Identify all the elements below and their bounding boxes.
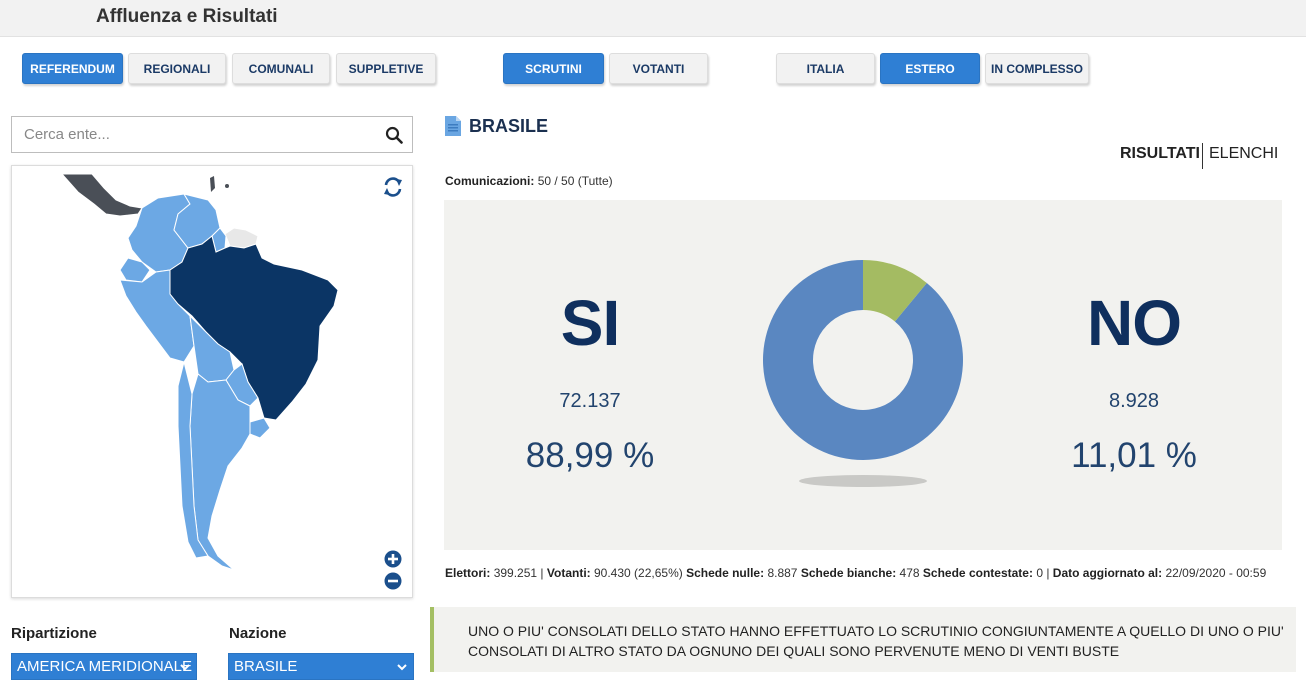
communications: Comunicazioni: 50 / 50 (Tutte) bbox=[445, 174, 613, 188]
map-panel bbox=[11, 165, 413, 598]
results-panel: SI 72.137 88,99 % NO 8.928 11,01 % bbox=[444, 200, 1282, 550]
search-input[interactable] bbox=[12, 117, 372, 152]
votanti-button[interactable]: VOTANTI bbox=[609, 53, 708, 84]
search-box bbox=[11, 116, 413, 153]
nazione-label: Nazione bbox=[229, 625, 287, 642]
refresh-icon[interactable] bbox=[382, 176, 404, 198]
elettori-label: Elettori: bbox=[445, 566, 491, 580]
ripartizione-select[interactable]: AMERICA MERIDIONALE bbox=[11, 653, 197, 680]
bianche-label: Schede bianche: bbox=[800, 566, 897, 580]
zoom-in-icon[interactable] bbox=[384, 550, 402, 568]
comunali-button[interactable]: COMUNALI bbox=[232, 53, 330, 84]
communications-value: 50 / 50 (Tutte) bbox=[537, 174, 613, 188]
place-title: BRASILE bbox=[469, 116, 549, 136]
votanti-label: Votanti: bbox=[546, 566, 591, 580]
no-votes: 8.928 bbox=[1108, 390, 1160, 412]
aggiornato-label: Dato aggiornato al: bbox=[1052, 566, 1163, 580]
regionali-button[interactable]: REGIONALI bbox=[128, 53, 226, 84]
contestate-value: 0 bbox=[1036, 566, 1043, 580]
communications-label: Comunicazioni: bbox=[445, 174, 535, 188]
search-icon[interactable] bbox=[385, 126, 403, 144]
zoom-out-icon[interactable] bbox=[384, 572, 402, 590]
italia-button[interactable]: ITALIA bbox=[776, 53, 875, 84]
document-icon bbox=[445, 116, 461, 136]
nazione-select[interactable]: BRASILE bbox=[228, 653, 414, 680]
in-complesso-button[interactable]: IN COMPLESSO bbox=[985, 53, 1089, 84]
tab-separator bbox=[1202, 143, 1203, 169]
donut-slice-si bbox=[763, 260, 963, 460]
consulate-note: UNO O PIU' CONSOLATI DELLO STATO HANNO E… bbox=[430, 607, 1296, 672]
elettori-value: 399.251 bbox=[493, 566, 538, 580]
page-title: Affluenza e Risultati bbox=[96, 6, 278, 27]
aggiornato-value: 22/09/2020 - 00:59 bbox=[1165, 566, 1267, 580]
si-votes: 72.137 bbox=[559, 390, 621, 412]
tab-elenchi[interactable]: ELENCHI bbox=[1209, 145, 1279, 162]
results-donut-chart bbox=[763, 260, 963, 487]
contestate-label: Schede contestate: bbox=[922, 566, 1033, 580]
donut-shadow bbox=[799, 475, 927, 487]
si-label: SI bbox=[560, 287, 620, 359]
page-header: Affluenza e Risultati bbox=[0, 0, 1306, 37]
south-america-map[interactable] bbox=[12, 166, 412, 597]
donut-slice-no bbox=[863, 260, 927, 322]
no-percent: 11,01 % bbox=[1071, 436, 1197, 475]
scrutini-button[interactable]: SCRUTINI bbox=[503, 53, 604, 84]
estero-button[interactable]: ESTERO bbox=[880, 53, 980, 84]
stats-line: Elettori: 399.251 | Votanti: 90.430 (22,… bbox=[445, 566, 1267, 580]
chevron-down-icon bbox=[397, 664, 407, 671]
bianche-value: 478 bbox=[899, 566, 920, 580]
votanti-value: 90.430 (22,65%) bbox=[594, 566, 683, 580]
si-percent: 88,99 % bbox=[525, 436, 655, 475]
suppletive-button[interactable]: SUPPLETIVE bbox=[336, 53, 436, 84]
nazione-value: BRASILE bbox=[234, 658, 298, 675]
nulle-value: 8.887 bbox=[767, 566, 798, 580]
ripartizione-label: Ripartizione bbox=[11, 625, 97, 642]
nulle-label: Schede nulle: bbox=[686, 566, 765, 580]
referendum-button[interactable]: REFERENDUM bbox=[22, 53, 123, 84]
ripartizione-value: AMERICA MERIDIONALE bbox=[17, 658, 193, 675]
chevron-down-icon bbox=[180, 664, 190, 671]
no-label: NO bbox=[1087, 287, 1182, 359]
tab-risultati[interactable]: RISULTATI bbox=[1120, 145, 1200, 162]
